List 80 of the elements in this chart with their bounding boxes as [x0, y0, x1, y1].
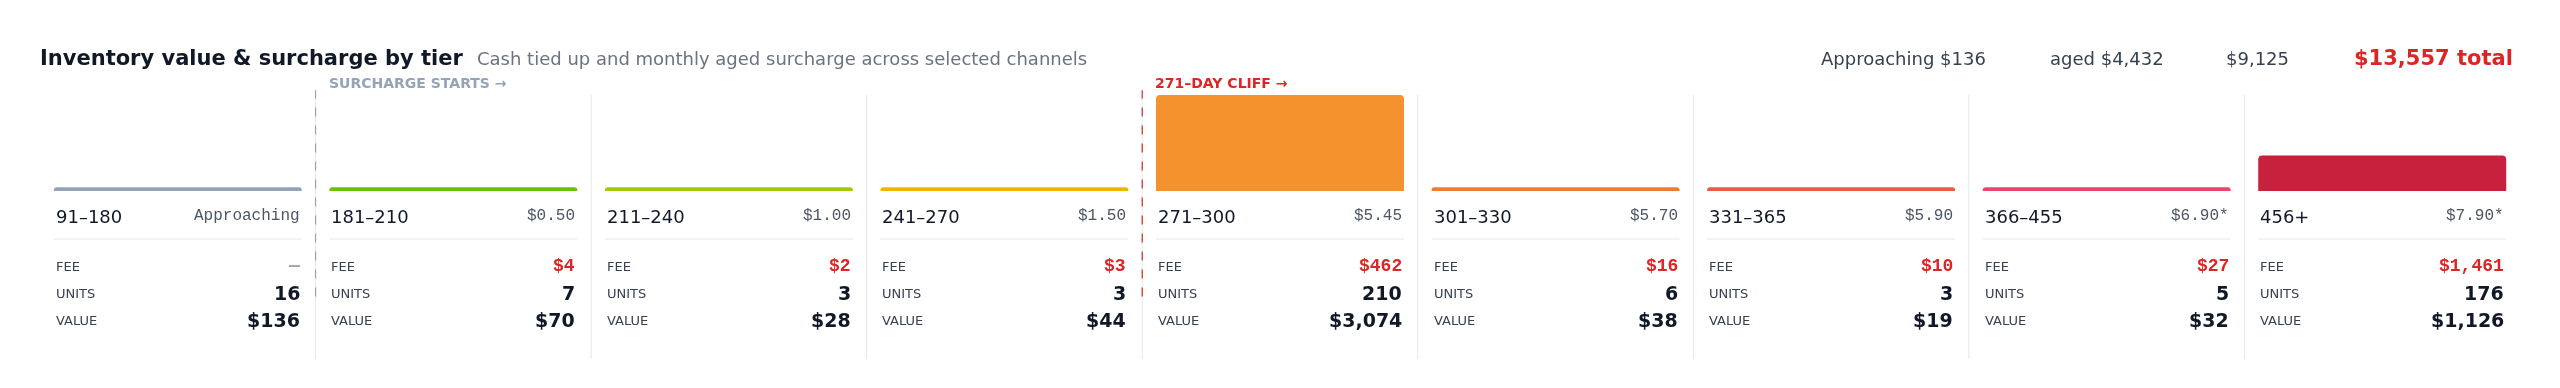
x-tick-label: 271–300: [1158, 206, 1236, 227]
text: $19: [1913, 309, 1953, 331]
text: —: [288, 256, 300, 276]
text: VALUE: [1434, 313, 1476, 328]
x-tick-label: 301–330: [1434, 206, 1512, 227]
text: VALUE: [1709, 313, 1751, 328]
text: $5.70: [1630, 207, 1679, 225]
text: $3,074: [1329, 309, 1403, 331]
text: UNITS: [1434, 286, 1474, 301]
text: FEE: [1985, 259, 2009, 274]
text: $4: [553, 256, 575, 276]
x-tick-label: 91–180: [56, 206, 123, 227]
text: $10: [1921, 256, 1954, 276]
text: $32: [2189, 309, 2229, 331]
text: UNITS: [2260, 286, 2300, 301]
text: FEE: [1709, 259, 1733, 274]
text: FEE: [607, 259, 631, 274]
text: FEE: [882, 259, 906, 274]
text: UNITS: [607, 286, 647, 301]
text: $1.50: [1078, 207, 1127, 225]
text: $7.90*: [2446, 207, 2504, 225]
text: 7: [562, 282, 576, 304]
x-tick-label: 456+: [2260, 206, 2310, 227]
text: 16: [274, 282, 301, 304]
text: FEE: [1158, 259, 1182, 274]
text: 210: [1362, 282, 1402, 304]
text: $16: [1646, 256, 1679, 276]
text: 3: [838, 282, 852, 304]
text: $3: [1104, 256, 1126, 276]
ref-line-label: 271–DAY CLIFF →: [1155, 75, 1288, 91]
text: $1,126: [2431, 309, 2505, 331]
text: UNITS: [1709, 286, 1749, 301]
text: $2: [829, 256, 851, 276]
text: VALUE: [607, 313, 649, 328]
text: $5.45: [1354, 207, 1403, 225]
text: 176: [2464, 282, 2504, 304]
text: 5: [2216, 282, 2230, 304]
text: $27: [2197, 256, 2230, 276]
text: aged $4,432: [2050, 48, 2164, 69]
text: FEE: [2260, 259, 2284, 274]
text: $38: [1638, 309, 1678, 331]
chart-subtitle: Cash tied up and monthly aged surcharge across selected channels: [477, 48, 1088, 69]
chart-title: Inventory value & surcharge by tier: [40, 46, 464, 71]
text: UNITS: [331, 286, 371, 301]
text: $9,125: [2226, 48, 2289, 69]
x-tick-label: 181–210: [331, 206, 409, 227]
text: VALUE: [1158, 313, 1200, 328]
text: 3: [1113, 282, 1127, 304]
text: UNITS: [882, 286, 922, 301]
text: FEE: [1434, 259, 1458, 274]
text: FEE: [331, 259, 355, 274]
text: VALUE: [882, 313, 924, 328]
text: $6.90*: [2171, 207, 2229, 225]
text: VALUE: [1985, 313, 2027, 328]
text: $1.00: [803, 207, 852, 225]
text: $5.90: [1905, 207, 1954, 225]
x-tick-label: 241–270: [882, 206, 960, 227]
ref-line-label: SURCHARGE STARTS →: [329, 75, 507, 91]
text: $0.50: [527, 207, 576, 225]
text: VALUE: [2260, 313, 2302, 328]
text: FEE: [56, 259, 80, 274]
text: $13,557 total: [2354, 46, 2513, 70]
x-tick-label: 211–240: [607, 206, 685, 227]
x-tick-label: 366–455: [1985, 206, 2063, 227]
text: 3: [1940, 282, 1954, 304]
text: $1,461: [2439, 256, 2505, 276]
text: VALUE: [331, 313, 373, 328]
text: UNITS: [1158, 286, 1198, 301]
text: Approaching: [194, 207, 300, 225]
text: $70: [535, 309, 575, 331]
text: UNITS: [1985, 286, 2025, 301]
x-tick-label: 331–365: [1709, 206, 1787, 227]
text: $28: [811, 309, 851, 331]
text: Approaching $136: [1821, 48, 1986, 69]
text: UNITS: [56, 286, 96, 301]
text: $462: [1359, 256, 1403, 276]
text: $136: [247, 309, 300, 331]
text: 6: [1665, 282, 1679, 304]
text: VALUE: [56, 313, 98, 328]
text: $44: [1086, 309, 1126, 331]
